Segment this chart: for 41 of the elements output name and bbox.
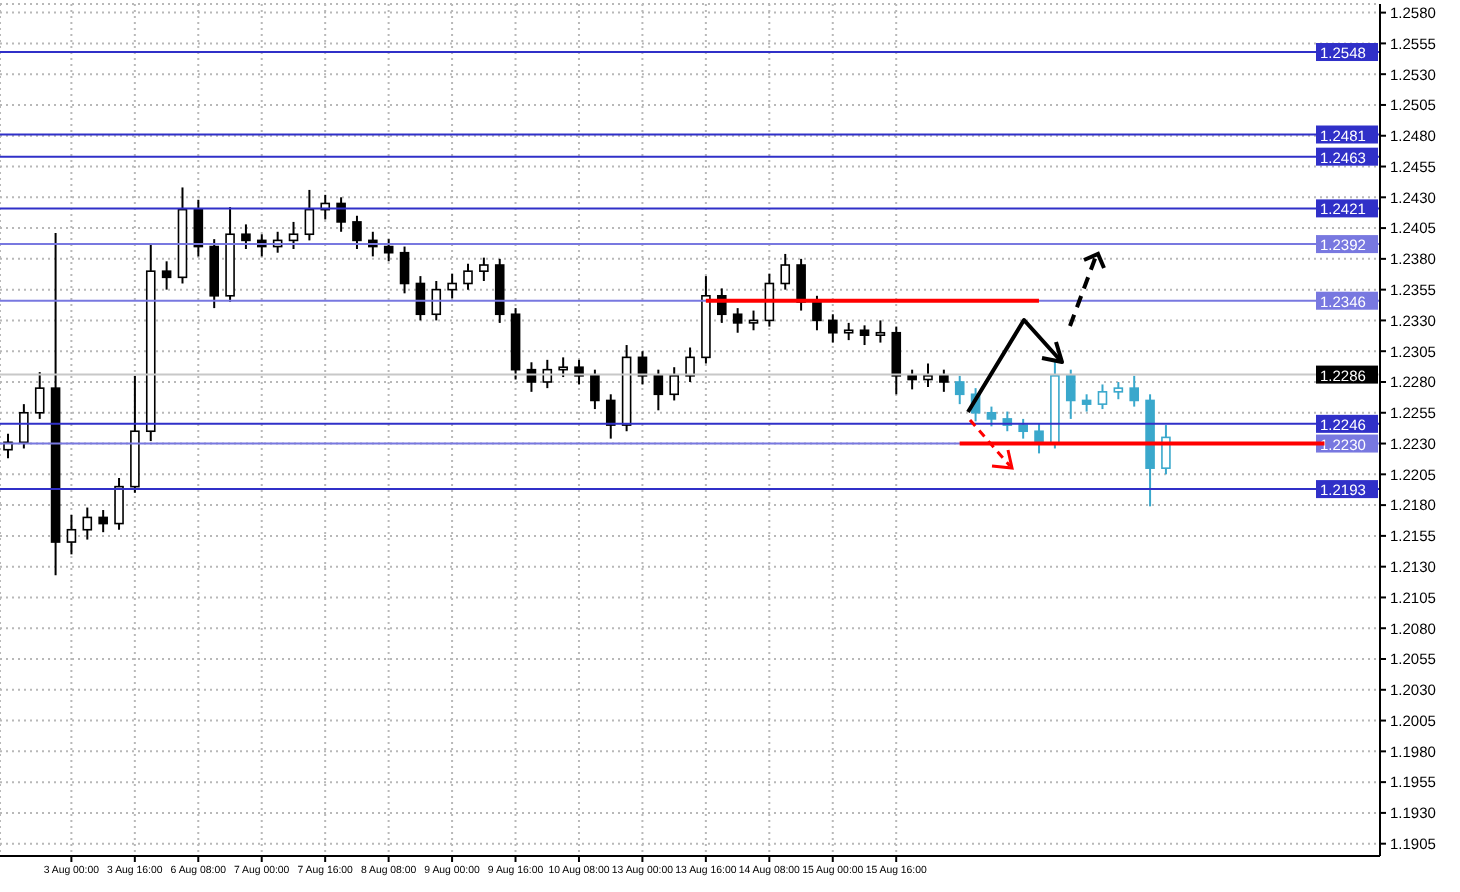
candlestick xyxy=(1065,368,1076,420)
candlestick xyxy=(875,319,886,344)
candlestick xyxy=(891,325,902,396)
candlestick xyxy=(1018,417,1028,440)
candlestick xyxy=(669,366,680,402)
candlestick xyxy=(447,272,457,300)
candlestick xyxy=(1129,374,1140,408)
candlestick xyxy=(463,262,473,291)
candlestick xyxy=(66,513,77,556)
candlestick xyxy=(383,238,394,263)
candlestick xyxy=(241,223,251,251)
candlestick xyxy=(288,220,299,251)
candlestick xyxy=(304,188,315,242)
candlestick xyxy=(399,245,410,295)
candlestick xyxy=(986,405,997,428)
candlestick xyxy=(653,368,664,412)
candlestick xyxy=(98,509,108,534)
candlestick xyxy=(431,280,442,322)
candlestick xyxy=(780,252,791,291)
candlestick xyxy=(939,368,949,393)
candlestick xyxy=(605,393,616,440)
candlestick xyxy=(161,260,172,291)
candlestick xyxy=(954,374,965,406)
candlestick xyxy=(34,371,45,420)
candlestick xyxy=(82,506,93,541)
candlestick xyxy=(19,403,29,450)
candlestick xyxy=(796,257,806,312)
candlestick xyxy=(1097,383,1108,411)
candlestick xyxy=(114,477,124,531)
candlestick xyxy=(479,256,489,283)
candlestick xyxy=(1034,422,1044,455)
candlestick xyxy=(828,313,838,344)
candlestick xyxy=(336,196,346,233)
candlestick xyxy=(558,356,568,379)
candlestick xyxy=(352,214,362,251)
candlestick xyxy=(748,309,759,332)
candlestick xyxy=(590,368,600,411)
candlestick xyxy=(685,346,695,383)
candlestick xyxy=(732,307,743,334)
candlestick xyxy=(812,294,822,332)
candlestick xyxy=(859,324,870,347)
